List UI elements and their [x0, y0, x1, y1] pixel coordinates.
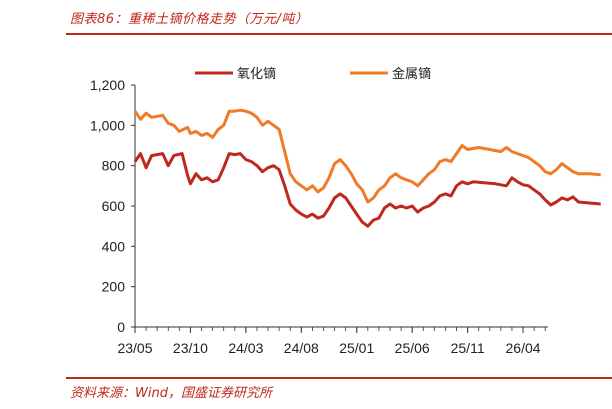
y-tick-label: 0: [117, 319, 125, 335]
bottom-divider: [66, 377, 612, 379]
y-tick-label: 1,000: [90, 117, 125, 133]
x-tick-label: 23/05: [117, 340, 152, 356]
y-tick-label: 1,200: [90, 77, 125, 93]
series-layer: [133, 108, 601, 228]
x-tick-label: 24/03: [228, 340, 263, 356]
x-tick-label: 26/04: [506, 340, 541, 356]
legend: 氧化镝 金属镝: [195, 66, 431, 82]
source-note: 资料来源：Wind，国盛证券研究所: [70, 386, 272, 401]
x-tick-label: 23/10: [173, 340, 208, 356]
y-axis: 0 200 400 600 800 1,000 1,200: [90, 77, 136, 335]
y-tick-label: 800: [102, 158, 126, 174]
x-axis: 23/05 23/10 24/03 24/08 25/01 25/06 25/11 26/04: [117, 326, 548, 356]
legend-label: 金属镝: [392, 66, 431, 82]
y-tick-label: 600: [102, 198, 126, 214]
x-tick-label: 24/08: [284, 340, 319, 356]
top-divider: [66, 33, 612, 35]
chart-title: 图表86：重稀土镝价格走势（万元/吨）: [70, 12, 309, 27]
y-tick-label: 200: [102, 279, 126, 295]
x-tick-label: 25/01: [339, 340, 374, 356]
series-line-1: [133, 152, 601, 228]
x-tick-label: 25/06: [395, 340, 430, 356]
legend-label: 氧化镝: [237, 66, 276, 82]
y-tick-label: 400: [102, 238, 126, 254]
x-tick-label: 25/11: [451, 340, 485, 356]
series-line-2: [133, 108, 601, 204]
